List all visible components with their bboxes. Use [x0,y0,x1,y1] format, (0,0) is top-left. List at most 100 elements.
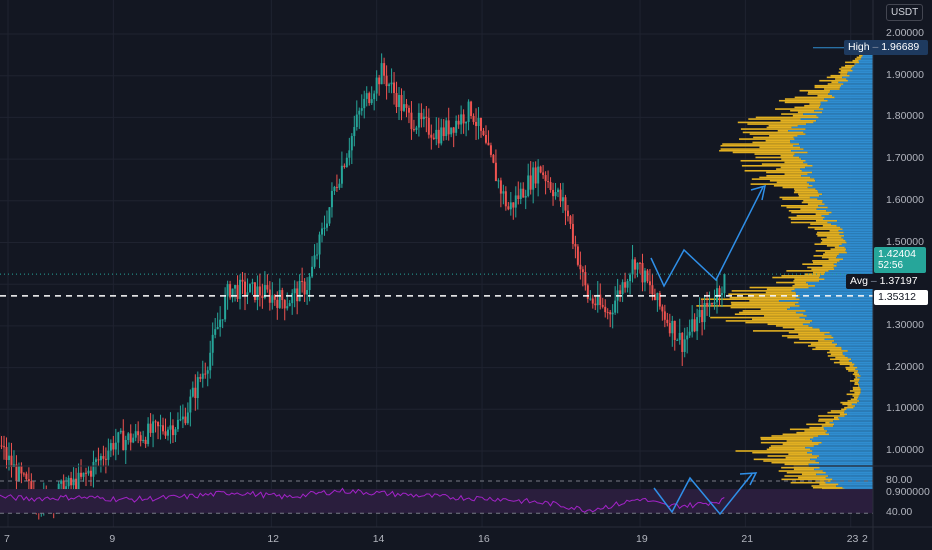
candle-body-163 [385,75,388,87]
currency-button[interactable]: USDT [886,4,924,21]
vp-bin-value-176 [827,206,873,209]
vp-bin-outside-166 [810,223,832,225]
vp-bin-outside-9 [811,485,837,487]
vp-bin-value-160 [839,233,873,235]
vp-bin-value-92 [841,346,873,349]
vp-bin-value-225 [797,124,873,127]
candle-body-240 [576,246,579,265]
candle-body-274 [661,306,664,312]
candle-body-295 [713,302,716,305]
vp-bin-outside-121 [700,298,800,301]
projection-zigzag[interactable] [650,186,764,288]
vp-bin-value-67 [860,388,873,391]
candle-body-20 [30,481,33,492]
vp-bin-value-212 [800,146,873,149]
vp-bin-outside-111 [763,315,807,317]
vp-bin-value-16 [816,473,873,476]
vp-bin-outside-182 [779,196,810,199]
vp-bin-value-93 [835,345,873,347]
candle-body-66 [144,439,147,444]
candle-body-169 [400,95,403,111]
vp-bin-value-64 [859,393,873,396]
vp-bin-value-199 [800,168,873,170]
candle-body-258 [621,282,624,295]
vp-bin-outside-242 [794,96,835,99]
rsi-projection-zigzag[interactable] [653,473,753,516]
candle-body-68 [149,423,152,433]
vp-bin-value-266 [861,56,873,59]
vp-bin-outside-10 [819,483,839,486]
time-tick-7: 23 [846,533,859,545]
vp-bin-value-183 [819,194,873,197]
vp-bin-outside-189 [773,184,813,187]
candle-body-190 [452,127,455,133]
candle-body-40 [80,472,83,477]
candle-body-204 [487,142,490,146]
vp-bin-value-214 [799,143,873,145]
vp-bin-outside-151 [830,248,847,250]
vp-bin-value-197 [812,171,873,174]
candle-body-233 [559,189,562,202]
vp-bin-outside-113 [739,311,796,314]
candle-body-234 [561,197,564,202]
candle-body-251 [604,306,607,313]
vp-bin-value-125 [795,291,873,294]
vp-bin-value-88 [842,353,873,356]
candle-body-83 [186,412,189,424]
vp-bin-value-203 [803,161,873,164]
candle-body-45 [92,461,95,477]
vp-bin-outside-91 [812,348,842,351]
candle-body-286 [691,319,694,332]
candle-body-95 [216,327,219,330]
candle-body-14 [15,464,18,482]
vp-bin-outside-94 [810,343,838,346]
candle-body-196 [467,101,470,123]
candle-body-155 [365,93,368,99]
candle-body-69 [152,421,155,433]
vp-bin-outside-251 [831,81,839,84]
vp-bin-value-70 [859,383,873,386]
vp-bin-outside-249 [814,84,842,87]
vp-bin-value-127 [794,288,873,291]
candle-body-82 [184,416,187,424]
vp-bin-outside-75 [854,375,861,377]
vp-bin-outside-65 [854,391,861,394]
vp-bin-outside-76 [852,373,860,376]
candle-body-232 [557,189,560,193]
candle-body-221 [529,175,532,190]
candle-body-101 [231,288,234,298]
vp-bin-outside-214 [722,143,800,145]
vp-bin-value-161 [843,231,873,234]
vp-bin-outside-207 [780,154,794,157]
vp-bin-value-43 [824,428,873,431]
projection-drawing[interactable] [650,184,766,288]
candle-body-239 [574,243,577,247]
vp-bin-value-192 [815,179,873,182]
vp-bin-outside-48 [818,420,834,422]
vp-bin-value-124 [796,293,873,296]
vp-bin-outside-219 [769,134,798,137]
candle-body-156 [368,93,371,104]
candle-body-218 [522,188,525,198]
candle-body-164 [388,84,391,87]
vp-bin-outside-87 [827,355,845,357]
candle-body-80 [179,419,182,421]
vp-bin-outside-236 [794,106,820,109]
vp-bin-outside-144 [812,260,840,262]
vp-bin-value-248 [839,86,873,89]
vp-bin-outside-164 [807,226,841,229]
vp-bin-value-226 [806,123,873,125]
vp-bin-value-213 [792,144,873,147]
candle-body-129 [301,280,304,282]
vp-bin-value-151 [846,248,873,250]
vp-bin-value-159 [844,235,873,237]
candle-body-200 [477,117,480,127]
candle-body-89 [201,373,204,379]
vp-bin-value-140 [833,266,873,269]
candle-body-290 [701,310,704,323]
vp-bin-value-59 [857,401,873,404]
vp-bin-value-46 [834,423,873,426]
vp-bin-outside-63 [852,395,859,397]
vp-bin-outside-15 [784,475,829,477]
